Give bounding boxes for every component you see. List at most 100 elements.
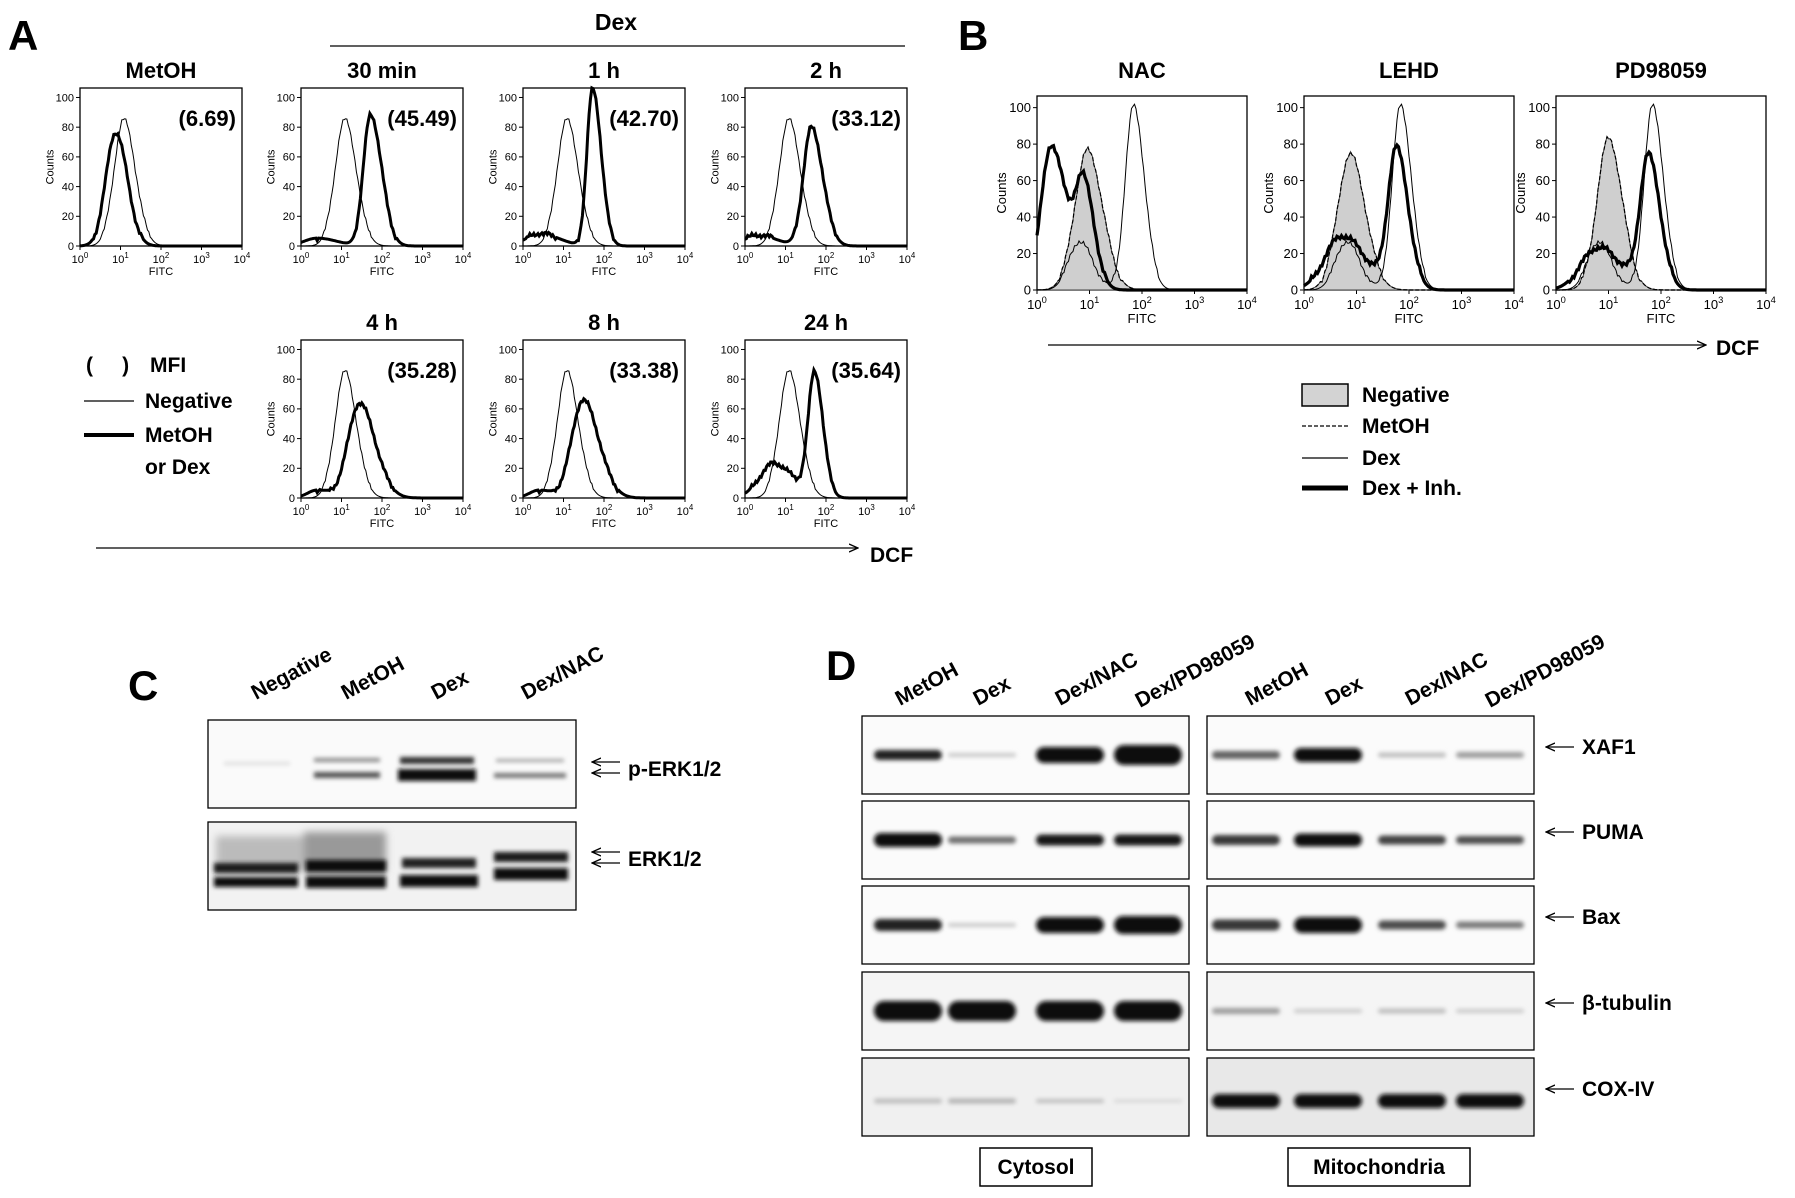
band-label-erk: ERK1/2: [628, 848, 702, 871]
hist-b-xtick-label: 104: [1756, 295, 1776, 312]
histogram-b-2: LEHD 0 20 40 60 80 100 100 101 102 103 104 FITC Count…: [1261, 58, 1524, 326]
panel-d-letter: D: [826, 642, 856, 689]
band: [1114, 916, 1182, 934]
hist-b-xtick-label: 101: [1080, 295, 1100, 312]
histogram-a-3: 1 h 0 20 40 60 80 100 100 101 102 103 104 FITC Counts…: [488, 58, 694, 278]
hist-a-ytick-label: 40: [283, 181, 295, 193]
hist-b-ytick-label: 0: [1024, 283, 1031, 298]
lane-d-label: Dex/NAC: [1052, 648, 1142, 710]
mfi-value: (6.69): [179, 106, 236, 131]
hist-a-xtick-label: 104: [677, 251, 694, 266]
legend-b-negative: Negative: [1362, 384, 1450, 407]
hist-b-ytick-label: 40: [1017, 210, 1031, 225]
legend-mfi-paren: ( ): [86, 354, 129, 377]
band: [948, 1001, 1016, 1021]
hist-b-ytick-label: 20: [1536, 246, 1550, 261]
histogram-a-title: 24 h: [804, 310, 848, 335]
hist-a-xlabel: FITC: [814, 266, 838, 278]
band: [948, 836, 1016, 844]
hist-a-xtick-label: 101: [555, 503, 572, 518]
hist-a-ytick-label: 40: [505, 433, 517, 445]
panel-a-letter: A: [8, 12, 38, 59]
band: [1294, 748, 1362, 762]
hist-a-ytick-label: 0: [511, 493, 517, 505]
band: [1456, 752, 1524, 758]
hist-a-xtick-label: 104: [455, 503, 472, 518]
hist-a-ytick-label: 20: [62, 211, 74, 223]
histogram-a-title: 8 h: [588, 310, 620, 335]
band: [1294, 1009, 1362, 1013]
band: [1378, 920, 1446, 930]
mfi-value: (42.70): [609, 106, 679, 131]
curve-treated: [300, 400, 463, 500]
hist-a-ytick-label: 20: [283, 463, 295, 475]
hist-b-ytick-label: 60: [1284, 173, 1298, 188]
hist-b-ytick-label: 100: [1009, 100, 1031, 115]
hist-b-ylabel: Counts: [994, 172, 1009, 214]
band-perk-metoh-bot: [314, 772, 380, 778]
curve-treated: [79, 131, 242, 248]
hist-b-ytick-label: 100: [1276, 100, 1298, 115]
legend-treated-2: or Dex: [145, 456, 211, 479]
panel-c-letter: C: [128, 662, 158, 709]
blot-bands: [874, 1094, 1524, 1108]
legend-b-dexinh: Dex + Inh.: [1362, 477, 1462, 500]
hist-b-xtick-label: 101: [1599, 295, 1619, 312]
hist-a-ytick-label: 60: [283, 404, 295, 416]
fraction-cytosol: Cytosol: [997, 1156, 1074, 1179]
hist-b-ytick-label: 60: [1536, 173, 1550, 188]
hist-a-xtick-label: 100: [737, 503, 754, 518]
hist-a-ytick-label: 40: [283, 433, 295, 445]
lane-c-dexnac: Dex/NAC: [518, 642, 608, 704]
hist-b-xtick-label: 103: [1185, 295, 1205, 312]
hist-a-ytick-label: 40: [62, 181, 74, 193]
band: [1294, 833, 1362, 847]
hist-b-xtick-label: 104: [1504, 295, 1524, 312]
hist-a-xtick-label: 103: [636, 251, 653, 266]
hist-a-xtick-label: 103: [636, 503, 653, 518]
hist-a-ytick-label: 40: [505, 181, 517, 193]
lane-c-metoh: MetOH: [338, 652, 409, 704]
band: [1212, 835, 1280, 845]
hist-a-ytick-label: 0: [733, 241, 739, 253]
band-perk-dexnac-top: [496, 759, 564, 762]
panel-d-blots: XAF1 PUMA Bax β-tubulin COX-IV: [861, 715, 1672, 1137]
band-perk-dex-bot: [398, 769, 476, 781]
blot-bands: [874, 745, 1524, 765]
hist-a-xtick-label: 100: [293, 251, 310, 266]
hist-a-ytick-label: 100: [499, 344, 517, 356]
hist-a-xtick-label: 102: [818, 251, 835, 266]
hist-b-xlabel: FITC: [1128, 311, 1157, 326]
band: [1456, 1094, 1524, 1108]
histogram-a-2: 30 min 0 20 40 60 80 100 100 101 102 103 104 FITC Cou…: [266, 58, 472, 278]
hist-b-ytick-label: 0: [1543, 283, 1550, 298]
band-perk-metoh-top: [314, 758, 380, 762]
blot-bands: [874, 833, 1524, 847]
band: [1036, 747, 1104, 763]
band: [948, 923, 1016, 927]
hist-a-xlabel: FITC: [814, 518, 838, 530]
histogram-a-title: MetOH: [126, 58, 197, 83]
band: [1212, 1094, 1280, 1108]
hist-b-xtick-label: 100: [1294, 295, 1314, 312]
lane-d-label: Dex/PD98059: [1482, 630, 1609, 712]
hist-b-ytick-label: 80: [1536, 137, 1550, 152]
curve-negative: [301, 118, 463, 247]
mfi-value: (35.64): [831, 358, 901, 383]
histogram-b-title: NAC: [1118, 58, 1166, 83]
panel-a-dcf-label: DCF: [870, 544, 913, 567]
mfi-value: (35.28): [387, 358, 457, 383]
hist-b-xlabel: FITC: [1647, 311, 1676, 326]
hist-a-ylabel: Counts: [266, 401, 278, 436]
panel-b-histograms: NAC 0 20 40 60 80 100 100 101 102 103 104 FITC Counts…: [994, 58, 1776, 326]
hist-b-ytick-label: 0: [1291, 283, 1298, 298]
hist-a-ytick-label: 100: [277, 92, 295, 104]
lane-d-label: MetOH: [1242, 658, 1313, 710]
hist-a-ytick-label: 0: [289, 241, 295, 253]
hist-a-ytick-label: 100: [499, 92, 517, 104]
band: [1378, 835, 1446, 845]
band: [1114, 1099, 1182, 1103]
curve-negative: [523, 370, 685, 499]
hist-a-ytick-label: 0: [733, 493, 739, 505]
